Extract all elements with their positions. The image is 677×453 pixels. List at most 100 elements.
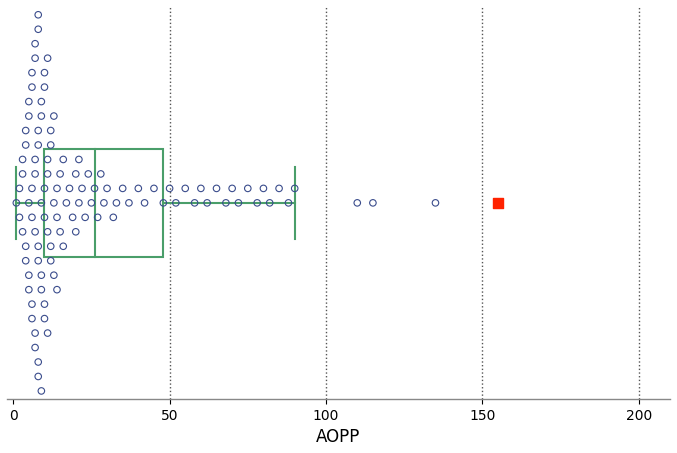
Point <box>58 156 68 163</box>
X-axis label: AOPP: AOPP <box>316 428 361 446</box>
Point <box>20 127 31 134</box>
Point <box>42 170 53 178</box>
Point <box>30 344 41 351</box>
Point <box>20 141 31 149</box>
Point <box>26 300 37 308</box>
Point <box>20 243 31 250</box>
Point <box>32 243 43 250</box>
Point <box>64 185 75 192</box>
Point <box>30 54 41 62</box>
Point <box>221 199 232 207</box>
Point <box>30 329 41 337</box>
Point <box>92 214 103 221</box>
Point <box>24 112 35 120</box>
Point <box>36 199 47 207</box>
Point <box>42 156 53 163</box>
Point <box>51 214 62 221</box>
Point <box>289 185 300 192</box>
Point <box>36 387 47 395</box>
Point <box>148 185 159 192</box>
Point <box>32 358 43 366</box>
Point <box>49 272 60 279</box>
Point <box>20 257 31 265</box>
Point <box>139 199 150 207</box>
Point <box>32 373 43 380</box>
Point <box>368 199 378 207</box>
Point <box>39 69 50 76</box>
Point <box>11 199 22 207</box>
Point <box>49 199 60 207</box>
Point <box>252 199 263 207</box>
Point <box>24 272 35 279</box>
Point <box>61 199 72 207</box>
Point <box>36 286 47 293</box>
Point <box>242 185 253 192</box>
Point <box>77 185 87 192</box>
Point <box>133 185 144 192</box>
Point <box>430 199 441 207</box>
Point <box>274 185 284 192</box>
Point <box>211 185 222 192</box>
Point <box>283 199 294 207</box>
Point <box>171 199 181 207</box>
Point <box>180 185 191 192</box>
Point <box>39 214 50 221</box>
Point <box>196 185 206 192</box>
Point <box>258 185 269 192</box>
Point <box>26 83 37 91</box>
Point <box>30 40 41 48</box>
Point <box>67 214 78 221</box>
Point <box>117 185 128 192</box>
Point <box>80 214 91 221</box>
Point <box>30 228 41 236</box>
Point <box>39 185 50 192</box>
Point <box>55 228 66 236</box>
Point <box>70 170 81 178</box>
Point <box>74 156 85 163</box>
Point <box>36 272 47 279</box>
Point <box>83 170 93 178</box>
Point <box>14 185 25 192</box>
Point <box>158 199 169 207</box>
Point <box>24 98 35 105</box>
Point <box>14 214 25 221</box>
Point <box>45 243 56 250</box>
Point <box>39 83 50 91</box>
Point <box>123 199 134 207</box>
Point <box>32 26 43 33</box>
Point <box>98 199 109 207</box>
Point <box>39 300 50 308</box>
Bar <box>45 149 163 257</box>
Point <box>493 199 504 207</box>
Point <box>17 170 28 178</box>
Point <box>111 199 122 207</box>
Point <box>55 170 66 178</box>
Point <box>36 0 47 4</box>
Point <box>108 214 118 221</box>
Point <box>32 257 43 265</box>
Point <box>42 329 53 337</box>
Point <box>32 141 43 149</box>
Point <box>45 141 56 149</box>
Point <box>30 156 41 163</box>
Point <box>42 54 53 62</box>
Point <box>58 243 68 250</box>
Point <box>26 315 37 322</box>
Point <box>32 11 43 19</box>
Point <box>70 228 81 236</box>
Point <box>49 112 60 120</box>
Point <box>24 286 35 293</box>
Point <box>95 170 106 178</box>
Point <box>45 257 56 265</box>
Point <box>89 185 100 192</box>
Point <box>165 185 175 192</box>
Point <box>26 69 37 76</box>
Point <box>227 185 238 192</box>
Point <box>36 98 47 105</box>
Point <box>26 214 37 221</box>
Point <box>30 170 41 178</box>
Point <box>233 199 244 207</box>
Point <box>24 199 35 207</box>
Point <box>39 315 50 322</box>
Point <box>26 185 37 192</box>
